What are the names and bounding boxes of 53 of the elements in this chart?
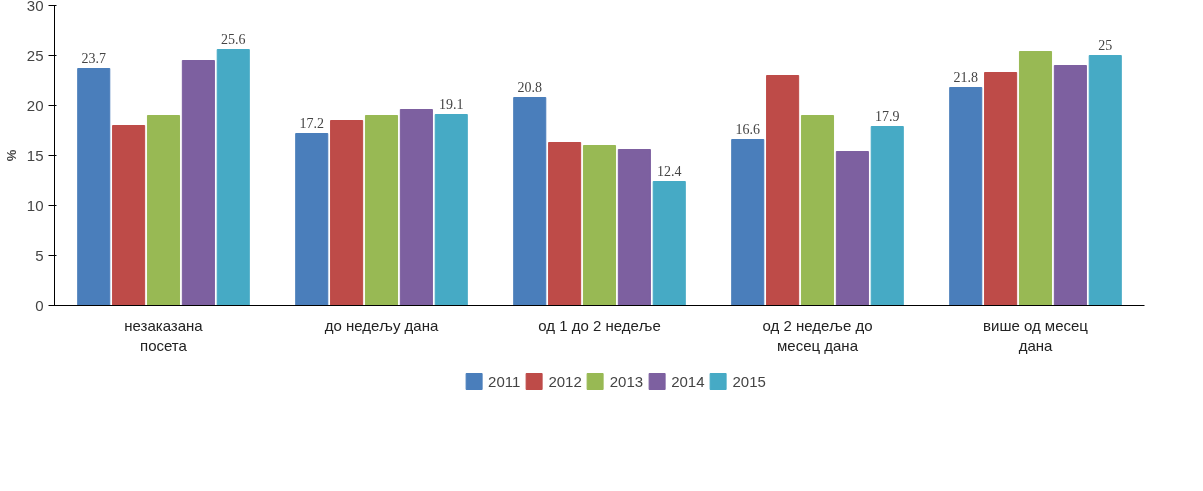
- bar: [146, 115, 181, 306]
- bar: [800, 115, 835, 306]
- bar: [1088, 55, 1122, 306]
- bar: [330, 120, 364, 306]
- y-tick-label: 15: [26, 146, 44, 164]
- bar: [295, 133, 329, 306]
- bar: [984, 72, 1018, 306]
- x-tick-label: до недељу дана: [324, 316, 439, 334]
- bar: [399, 109, 433, 306]
- x-tick-label: од 1 до 2 недеље: [538, 316, 661, 334]
- legend-label: 2011: [488, 372, 521, 390]
- bar: [548, 142, 582, 306]
- data-label: 25: [1098, 37, 1113, 53]
- legend-label: 2014: [671, 372, 705, 390]
- data-label: 12.4: [657, 163, 682, 179]
- data-label: 17.2: [299, 115, 324, 131]
- data-label: 16.6: [735, 121, 760, 137]
- bar: [216, 49, 250, 306]
- x-tick-label: од 2 недеље до месец дана: [762, 316, 873, 354]
- bar: [1053, 65, 1087, 306]
- data-label: 20.8: [517, 79, 542, 95]
- data-label: 17.9: [875, 108, 900, 124]
- bar: [364, 115, 399, 306]
- bar: [181, 60, 215, 306]
- legend-label: 2012: [548, 372, 582, 390]
- bar: [949, 87, 983, 306]
- data-label: 21.8: [953, 69, 978, 85]
- bar: [652, 181, 686, 306]
- bar: [870, 126, 904, 306]
- bar: [77, 68, 111, 306]
- bar: [731, 139, 765, 306]
- x-tick-label: више од месец дана: [983, 316, 1089, 354]
- x-tick-label: незаказана посета: [124, 316, 204, 354]
- bar: [112, 125, 146, 306]
- y-tick-label: 0: [35, 296, 44, 314]
- bar: [1018, 51, 1053, 306]
- y-tick-label: 30: [26, 0, 44, 14]
- bar: [582, 145, 617, 306]
- data-label: 25.6: [221, 31, 246, 47]
- y-tick-label: 10: [26, 196, 44, 214]
- y-axis-title: %: [3, 149, 19, 162]
- bar: [766, 75, 800, 306]
- y-tick-label: 20: [26, 96, 44, 114]
- y-tick-label: 5: [35, 246, 44, 264]
- data-label: 23.7: [81, 50, 106, 66]
- bar: [434, 114, 468, 306]
- bar: [617, 149, 651, 306]
- legend-label: 2015: [732, 372, 766, 390]
- bar: [835, 151, 869, 306]
- legend-label: 2013: [609, 372, 644, 390]
- bar: [513, 97, 547, 306]
- y-tick-label: 25: [26, 46, 44, 64]
- data-label: 19.1: [439, 96, 464, 112]
